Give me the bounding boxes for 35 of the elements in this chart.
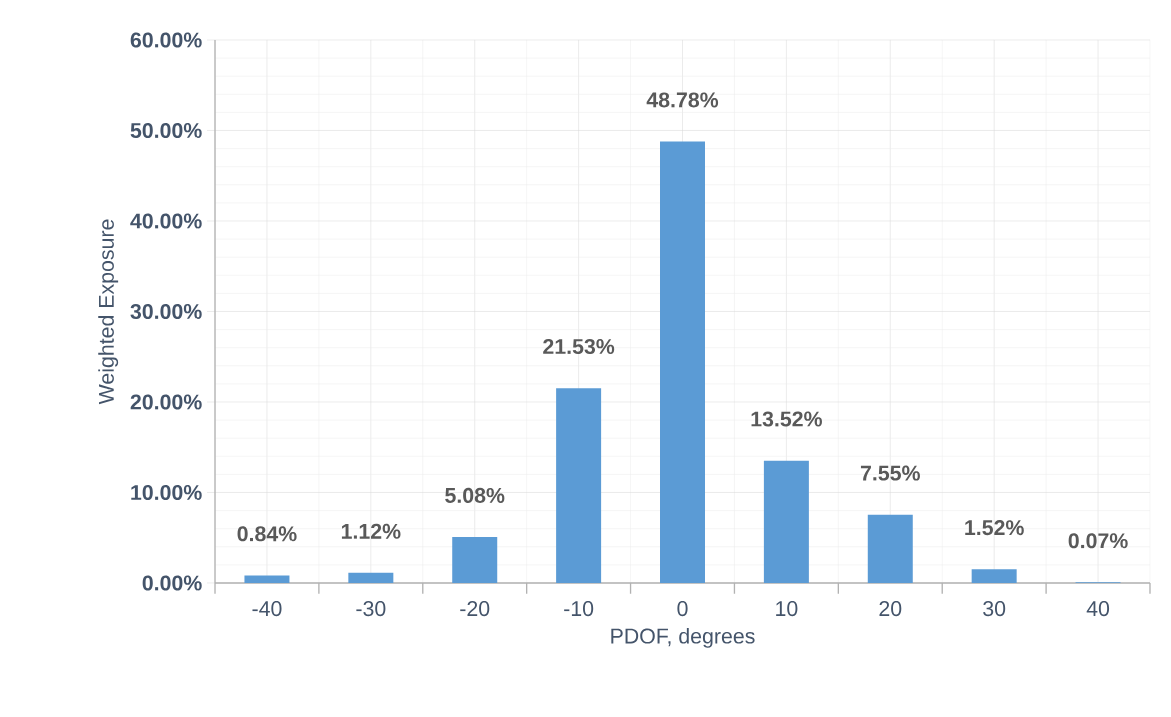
x-tick-label: -30: [356, 601, 386, 617]
y-tick-label: 60.00%: [130, 32, 202, 48]
bar: [971, 569, 1017, 583]
y-tick-label: 10.00%: [131, 484, 202, 501]
bar: [244, 575, 290, 583]
y-tick-label: 50.00%: [130, 122, 202, 139]
data-label: 5.08%: [445, 487, 505, 503]
y-tick-label: 20.00%: [130, 394, 202, 410]
x-tick-label: -10: [564, 601, 594, 617]
data-label: 7.55%: [860, 465, 920, 481]
x-tick-label: -20: [460, 601, 490, 617]
bar: [452, 537, 498, 583]
bar: [348, 572, 394, 583]
x-tick-label: 10: [776, 601, 798, 617]
data-label: 21.53%: [543, 338, 615, 355]
x-tick-label: 0: [677, 601, 688, 617]
bar: [660, 141, 705, 583]
x-tick-label: -40: [252, 601, 282, 617]
data-label: 0.84%: [237, 526, 297, 542]
data-label: 1.12%: [341, 523, 401, 539]
y-tick-label: 40.00%: [130, 213, 202, 229]
y-axis-title: Weighted Exposure: [98, 219, 119, 405]
bar: [556, 388, 602, 583]
x-tick-label: 30: [983, 601, 1006, 617]
x-axis-title: PDOF, degrees: [611, 627, 755, 648]
data-label: 0.07%: [1068, 533, 1128, 549]
bar: [763, 460, 809, 583]
data-label: 1.52%: [965, 520, 1024, 536]
y-tick-label: 0.00%: [142, 575, 202, 591]
data-label: 13.52%: [751, 411, 822, 427]
x-tick-label: 40: [1086, 601, 1110, 617]
x-tick-label: 20: [879, 601, 902, 617]
data-label: 48.78%: [646, 92, 719, 108]
bar: [867, 514, 913, 583]
y-tick-label: 30.00%: [130, 303, 202, 320]
